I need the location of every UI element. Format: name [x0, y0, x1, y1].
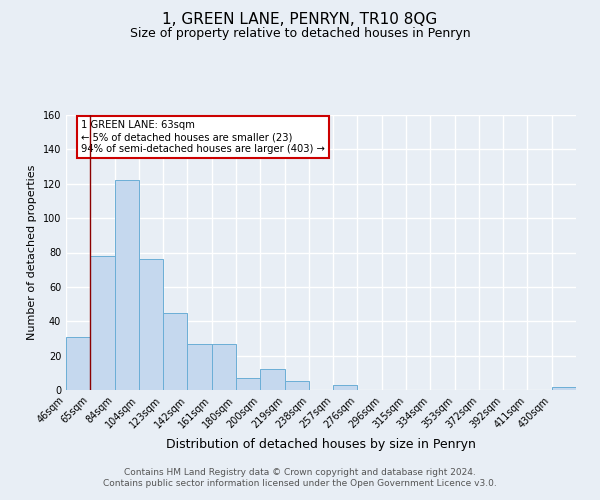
- Bar: [66, 336, 90, 390]
- Bar: [90, 256, 115, 390]
- Text: Contains HM Land Registry data © Crown copyright and database right 2024.
Contai: Contains HM Land Registry data © Crown c…: [103, 468, 497, 487]
- Bar: [187, 344, 212, 390]
- Text: Size of property relative to detached houses in Penryn: Size of property relative to detached ho…: [130, 28, 470, 40]
- Y-axis label: Number of detached properties: Number of detached properties: [27, 165, 37, 340]
- Bar: [260, 370, 284, 390]
- Bar: [236, 378, 260, 390]
- Text: 1 GREEN LANE: 63sqm
← 5% of detached houses are smaller (23)
94% of semi-detache: 1 GREEN LANE: 63sqm ← 5% of detached hou…: [82, 120, 325, 154]
- X-axis label: Distribution of detached houses by size in Penryn: Distribution of detached houses by size …: [166, 438, 476, 451]
- Bar: [115, 180, 139, 390]
- Bar: [552, 386, 576, 390]
- Bar: [139, 260, 163, 390]
- Text: 1, GREEN LANE, PENRYN, TR10 8QG: 1, GREEN LANE, PENRYN, TR10 8QG: [163, 12, 437, 28]
- Bar: [284, 382, 309, 390]
- Bar: [212, 344, 236, 390]
- Bar: [163, 312, 187, 390]
- Bar: [333, 385, 358, 390]
